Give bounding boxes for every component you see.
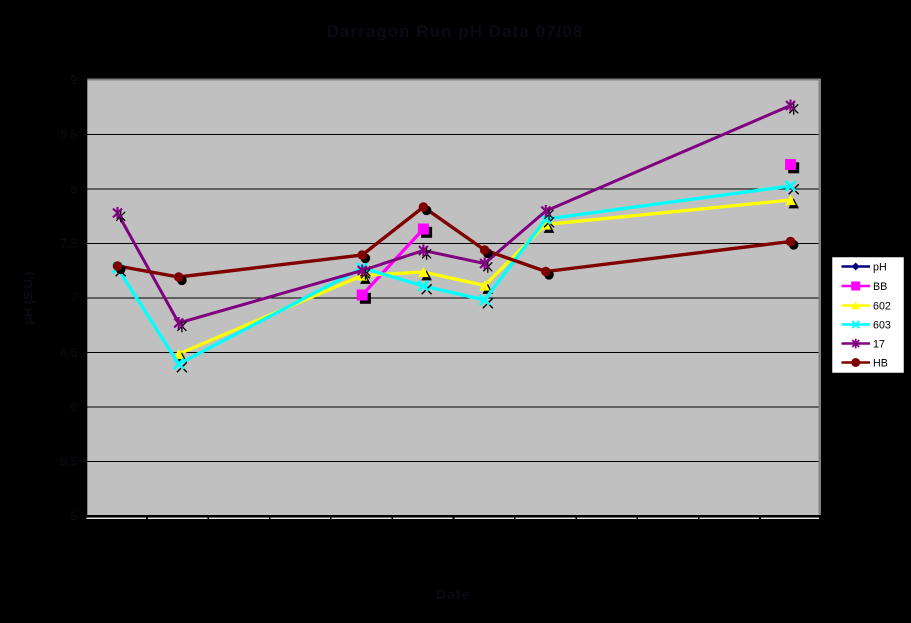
svg-text:9: 9 [70,73,77,87]
svg-text:8.5: 8.5 [60,128,77,142]
svg-text:Darragon Run pH Data 07/08: Darragon Run pH Data 07/08 [327,22,584,41]
svg-text:7.5: 7.5 [60,237,77,251]
svg-text:BB: BB [873,281,887,293]
svg-text:7: 7 [70,291,77,305]
svg-text:8: 8 [70,182,77,196]
svg-text:pH (S.U.): pH (S.U.) [22,272,36,325]
svg-text:5: 5 [70,509,77,523]
svg-text:602: 602 [873,301,891,313]
svg-text:pH: pH [873,262,887,274]
svg-text:17: 17 [873,339,885,351]
svg-text:603: 603 [873,320,891,332]
svg-text:6: 6 [70,400,77,414]
svg-text:Date: Date [436,587,471,602]
svg-text:5.5: 5.5 [60,455,77,469]
svg-text:6.5: 6.5 [60,346,77,360]
svg-text:HB: HB [873,358,888,370]
